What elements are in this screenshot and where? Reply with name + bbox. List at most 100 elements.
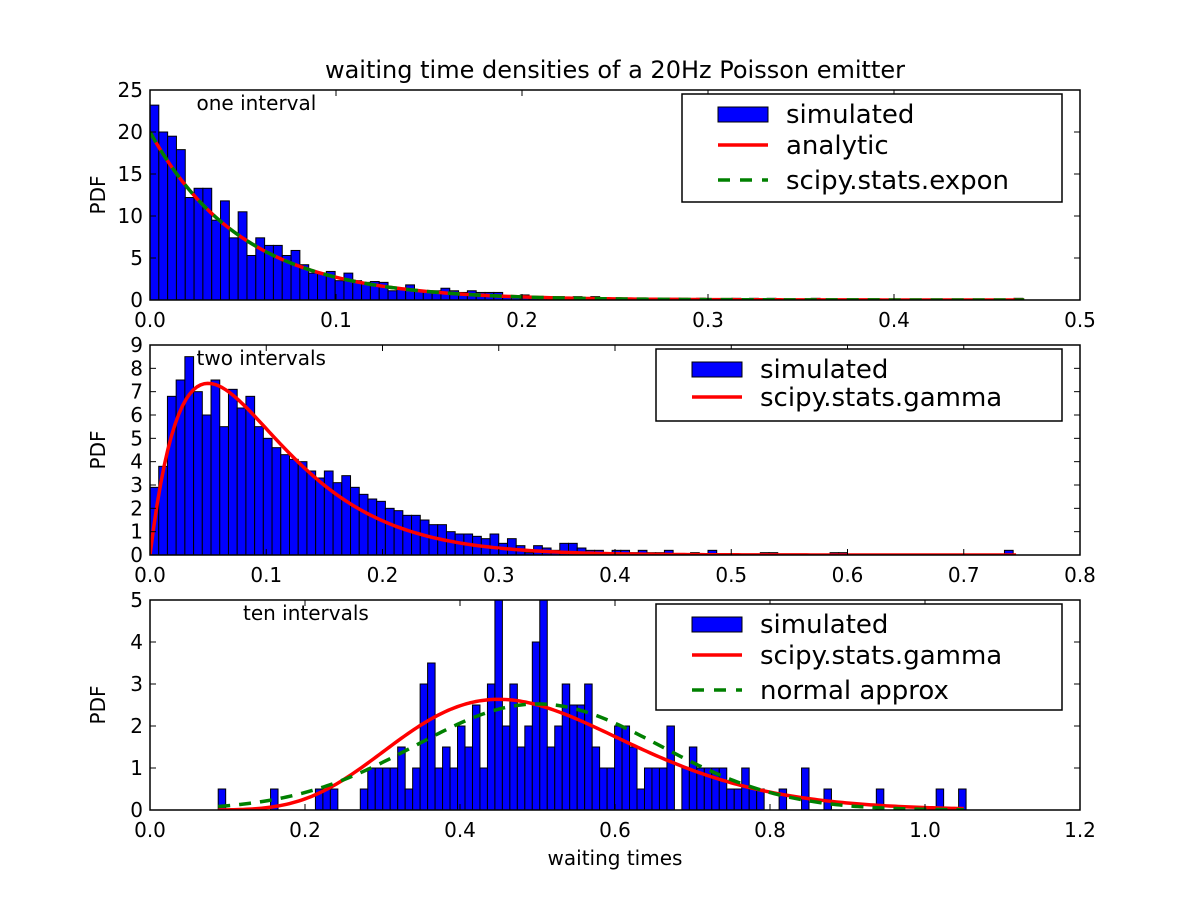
y-tick-label: 6 <box>130 403 143 427</box>
histogram-bar <box>389 767 399 810</box>
x-tick-label: 0.4 <box>599 563 631 587</box>
histogram-bar <box>457 725 466 810</box>
histogram-bar <box>801 767 810 810</box>
histogram-bar <box>778 788 788 810</box>
legend-patch <box>691 361 743 378</box>
histogram-bar <box>367 767 376 810</box>
x-tick-label: 1.0 <box>909 818 941 842</box>
legend-box <box>655 348 1063 422</box>
histogram-bar <box>343 272 354 300</box>
subplot-1: 0.0 0.1 0.2 0.3 0.4 0.5 0 5 10 15 20 25 PDF one inter… <box>86 78 1096 332</box>
x-tick-label: 0.0 <box>134 308 166 332</box>
histogram-bar <box>489 533 500 555</box>
y-tick-label: 15 <box>118 162 143 186</box>
y-tick-label: 2 <box>130 714 143 738</box>
histogram-bar <box>341 475 352 555</box>
histogram-bar <box>271 447 282 555</box>
histogram-bar <box>494 600 503 810</box>
y-tick-label: 1 <box>130 520 143 544</box>
x-tick-label: 0.5 <box>715 563 747 587</box>
histogram-bar <box>688 746 698 810</box>
x-tick-label: 0.1 <box>250 563 282 587</box>
histogram-bar <box>405 284 415 300</box>
y-tick-label: 1 <box>130 756 143 780</box>
histogram-bar <box>524 725 533 810</box>
histogram-bar <box>374 767 384 810</box>
x-tick-label: 0.4 <box>444 818 476 842</box>
legend-label: scipy.stats.gamma <box>760 383 1002 413</box>
y-tick-label: 2 <box>130 496 143 520</box>
x-tick-label: 0.2 <box>367 563 399 587</box>
x-tick-label: 0.1 <box>320 308 352 332</box>
histogram-bar <box>184 356 195 555</box>
histogram-bar <box>272 244 283 300</box>
histogram-bar <box>554 725 563 810</box>
histogram-bar <box>246 254 257 300</box>
histogram-bar <box>681 767 690 810</box>
histogram-bar <box>569 704 578 810</box>
histogram-bar <box>404 788 414 810</box>
histogram-bar <box>329 788 339 810</box>
panel-annotation: one interval <box>197 91 317 115</box>
histogram-bar <box>193 391 203 555</box>
y-tick-label: 5 <box>130 426 143 450</box>
legend-label: scipy.stats.gamma <box>760 641 1002 671</box>
x-tick-label: 1.2 <box>1064 818 1096 842</box>
figure-title: waiting time densities of a 20Hz Poisson… <box>325 56 905 84</box>
x-tick-label: 0.8 <box>754 818 786 842</box>
histogram-bar <box>935 788 945 810</box>
x-tick-label: 0.5 <box>1064 308 1096 332</box>
histogram-bar <box>323 470 334 555</box>
y-tick-label: 7 <box>130 380 143 404</box>
histogram-bar <box>748 788 758 810</box>
y-tick-label: 0 <box>130 288 143 312</box>
histogram-bar <box>376 500 386 555</box>
histogram-bar <box>591 746 601 810</box>
histogram-bar <box>412 767 421 810</box>
histogram-bar <box>245 395 256 555</box>
histogram-bar <box>290 249 301 300</box>
histogram-bar <box>516 746 526 810</box>
legend-label: simulated <box>786 100 914 130</box>
x-tick-label: 0.0 <box>134 818 166 842</box>
histogram-bar <box>606 767 616 810</box>
y-tick-label: 0 <box>130 543 143 567</box>
histogram-bar <box>471 704 481 810</box>
x-tick-label: 0.8 <box>1064 563 1096 587</box>
histogram-bar <box>367 498 378 555</box>
y-tick-label: 9 <box>130 333 143 357</box>
histogram-bar <box>486 683 496 810</box>
legend-patch <box>691 616 743 633</box>
y-tick-label: 5 <box>130 246 143 270</box>
legend-label: analytic <box>786 131 889 161</box>
histogram-bar <box>220 200 230 300</box>
histogram-bar <box>658 767 668 810</box>
histogram-bar <box>531 641 541 810</box>
axes-frame <box>149 89 1081 301</box>
x-tick-label: 0.6 <box>832 563 864 587</box>
histogram-bar <box>280 454 290 555</box>
histogram-bar <box>262 437 273 555</box>
histogram-bar <box>297 461 308 555</box>
y-tick-label: 4 <box>130 450 143 474</box>
x-tick-label: 0.4 <box>878 308 910 332</box>
x-tick-label: 0.2 <box>289 818 321 842</box>
histogram-bar <box>561 683 571 810</box>
histogram-bar <box>358 493 369 555</box>
histogram-bar <box>434 767 444 810</box>
histogram-bar <box>584 683 593 810</box>
histogram-bar <box>315 477 325 555</box>
y-tick-label: 20 <box>118 120 143 144</box>
y-tick-label: 5 <box>130 588 143 612</box>
x-tick-label: 0.3 <box>483 563 515 587</box>
histogram-bar <box>217 788 227 810</box>
x-tick-label: 0.0 <box>134 563 166 587</box>
histogram-bar <box>479 767 488 810</box>
x-tick-label: 0.6 <box>599 818 631 842</box>
x-tick-label: 0.7 <box>948 563 980 587</box>
